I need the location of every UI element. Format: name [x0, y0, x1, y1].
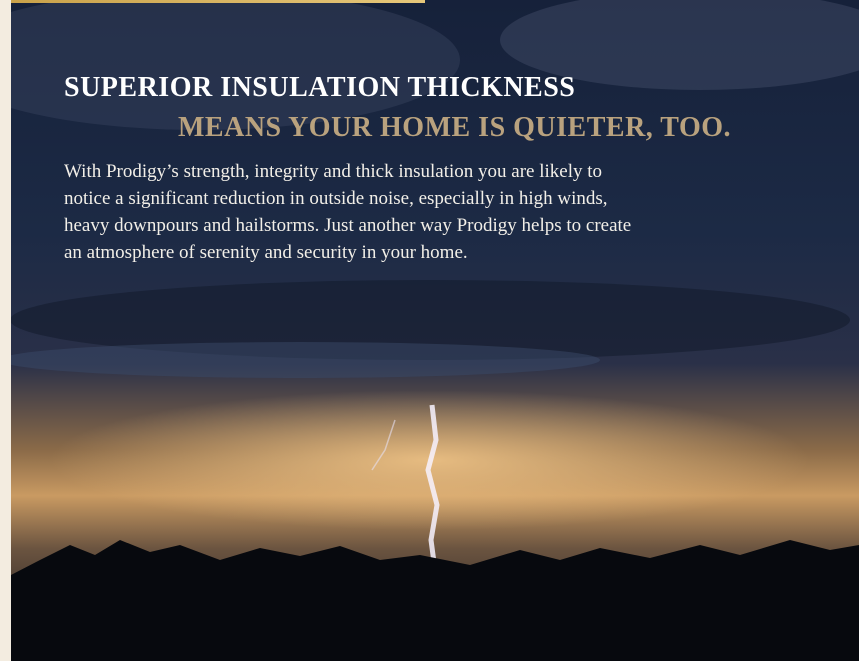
- page: SUPERIOR INSULATION THICKNESS MEANS YOUR…: [0, 0, 859, 661]
- body-line: With Prodigy’s strength, integrity and t…: [64, 158, 804, 185]
- heading-line-1: SUPERIOR INSULATION THICKNESS: [64, 72, 575, 104]
- body-line: an atmosphere of serenity and security i…: [64, 239, 804, 266]
- heading-line-2: MEANS YOUR HOME IS QUIETER, TOO.: [178, 112, 731, 144]
- body-line: heavy downpours and hailstorms. Just ano…: [64, 212, 804, 239]
- body-text: With Prodigy’s strength, integrity and t…: [64, 158, 804, 266]
- cloud: [0, 342, 600, 378]
- top-bar: [11, 0, 425, 3]
- margin-strip: [0, 0, 11, 661]
- body-line: notice a significant reduction in outsid…: [64, 185, 804, 212]
- treeline: [11, 540, 859, 661]
